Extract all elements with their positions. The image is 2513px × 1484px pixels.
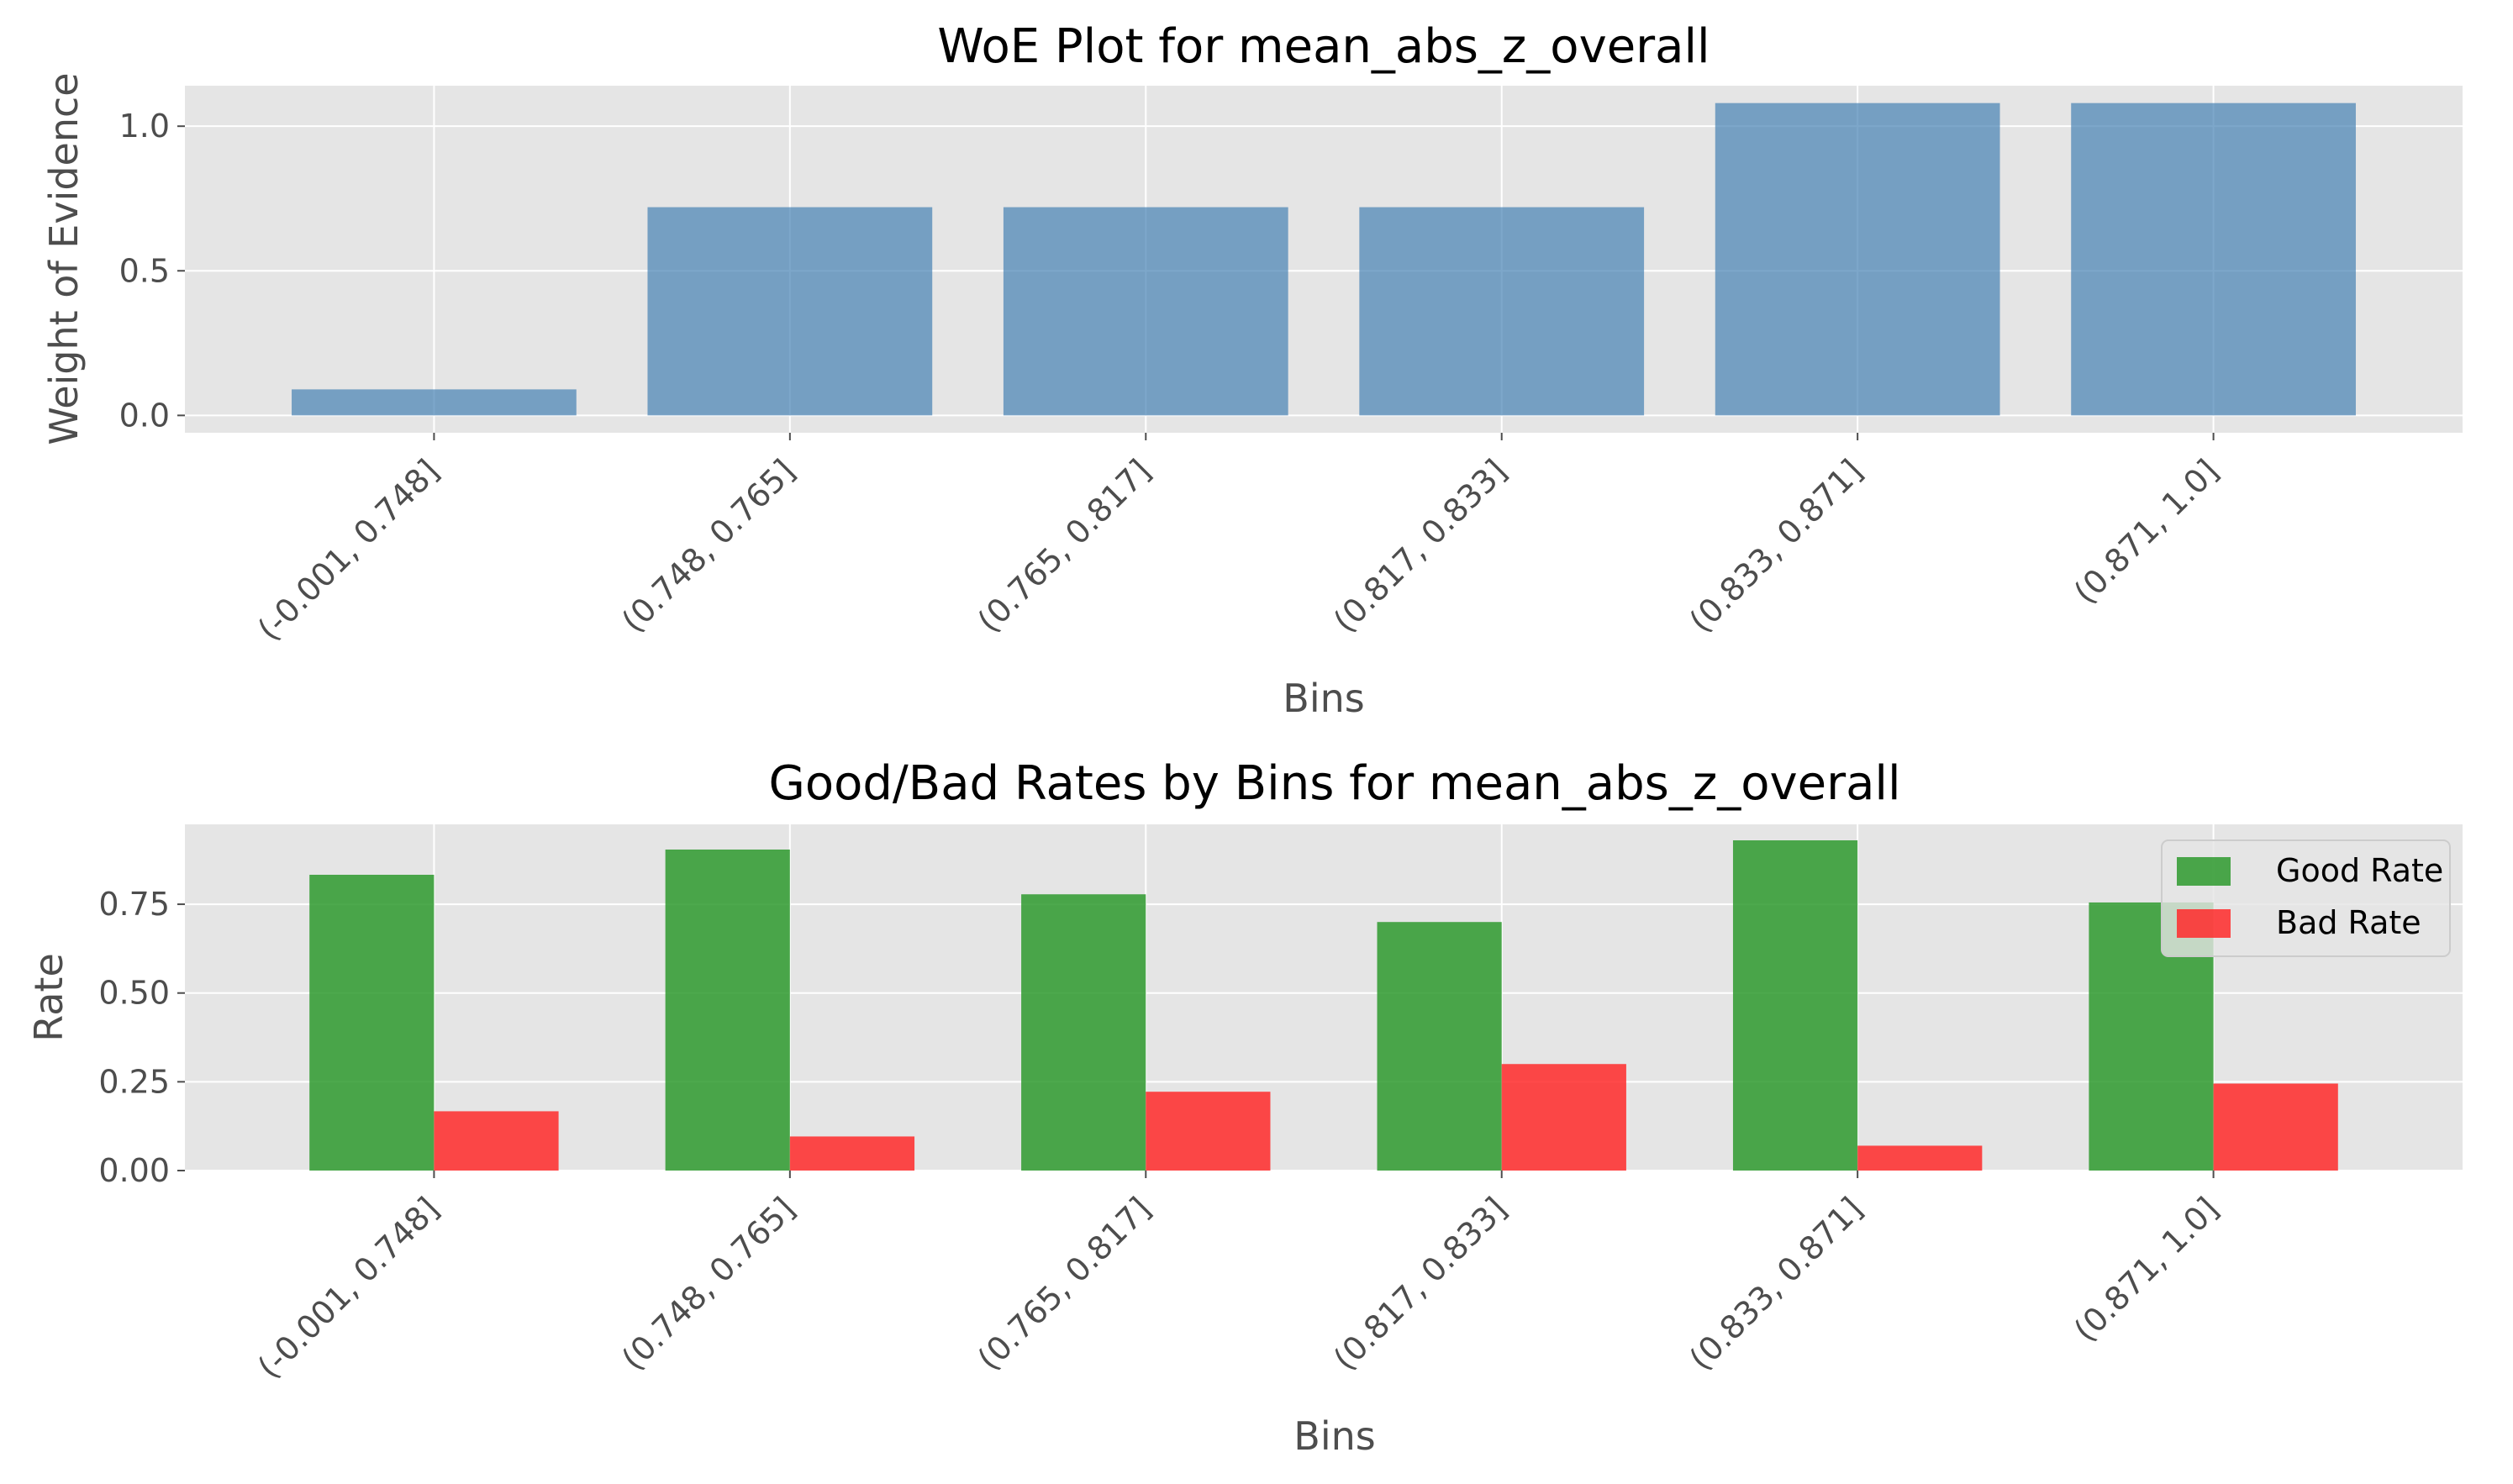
x-tick-label: (0.817, 0.833] [1326, 1190, 1514, 1377]
rates-x-axis-label: Bins [1293, 1413, 1375, 1459]
bar-bad-rate [1146, 1092, 1271, 1171]
y-tick-label: 0.00 [98, 1152, 170, 1189]
woe-y-ticks: 0.0 0.5 1.0 [119, 108, 185, 434]
bar-bad-rate [1501, 1064, 1626, 1171]
x-tick-label: (0.871, 1.0] [2067, 452, 2226, 611]
bar-bad-rate [2213, 1083, 2338, 1171]
bar-woe [292, 389, 577, 416]
bar-woe [1003, 207, 1288, 416]
bar-good-rate [665, 850, 790, 1171]
legend-swatch-good-rate [2177, 857, 2231, 886]
y-tick-label: 0.75 [98, 886, 170, 923]
x-tick-label: (0.833, 0.871] [1683, 1190, 1870, 1377]
x-tick-label: (-0.001, 0.748] [250, 452, 446, 648]
woe-chart-title: WoE Plot for mean_abs_z_overall [937, 19, 1710, 74]
bar-woe [1359, 207, 1645, 416]
bar-good-rate [1377, 922, 1502, 1171]
rates-y-axis-label: Rate [26, 953, 71, 1041]
legend-swatch-bad-rate [2177, 909, 2231, 938]
y-tick-label: 0.5 [119, 252, 170, 289]
x-tick-label: (-0.001, 0.748] [250, 1190, 446, 1386]
bar-bad-rate [434, 1111, 559, 1171]
bar-good-rate [309, 875, 435, 1171]
y-tick-label: 0.0 [119, 397, 170, 434]
rates-plot-area [185, 824, 2463, 1171]
legend-box [2161, 839, 2451, 957]
y-tick-label: 0.50 [98, 975, 170, 1012]
x-tick-label: (0.748, 0.765] [614, 1190, 802, 1377]
legend-label-bad-rate: Bad Rate [2276, 904, 2421, 941]
bar-woe [2071, 103, 2356, 416]
bar-good-rate [1732, 840, 1858, 1171]
x-tick-label: (0.833, 0.871] [1683, 452, 1870, 639]
woe-x-axis-label: Bins [1283, 676, 1364, 721]
woe-y-axis-label: Weight of Evidence [41, 72, 87, 445]
x-tick-label: (0.871, 1.0] [2067, 1190, 2226, 1349]
legend-label-good-rate: Good Rate [2276, 852, 2443, 889]
bar-good-rate [1021, 894, 1146, 1171]
legend: Good Rate Bad Rate [2161, 839, 2451, 957]
y-tick-label: 1.0 [119, 108, 170, 145]
woe-bars [292, 103, 2356, 416]
rates-chart: 0.00 0.25 0.50 0.75 (-0.001, 0.748] (0.748, … [26, 756, 2463, 1459]
bar-bad-rate [789, 1136, 915, 1171]
rates-y-ticks: 0.00 0.25 0.50 0.75 [98, 886, 185, 1189]
x-tick-label: (0.748, 0.765] [614, 452, 802, 639]
x-tick-label: (0.817, 0.833] [1326, 452, 1514, 639]
y-tick-label: 0.25 [98, 1063, 170, 1100]
woe-chart: 0.00.51.0 (-0.001, 0.748] (0.748, 0.765](… [41, 19, 2463, 721]
rates-chart-title: Good/Bad Rates by Bins for mean_abs_z_ov… [768, 756, 1900, 811]
bar-woe [647, 207, 933, 416]
rates-bars [309, 840, 2338, 1171]
bar-woe [1715, 103, 2000, 416]
x-tick-label: (0.765, 0.817] [971, 1190, 1158, 1377]
bar-bad-rate [1857, 1145, 1983, 1171]
woe-x-ticks: (-0.001, 0.748] (0.748, 0.765] (0.765, 0.8… [250, 433, 2226, 648]
rates-x-ticks: (-0.001, 0.748] (0.748, 0.765] (0.765, 0.8… [250, 1171, 2226, 1386]
x-tick-label: (0.765, 0.817] [971, 452, 1158, 639]
